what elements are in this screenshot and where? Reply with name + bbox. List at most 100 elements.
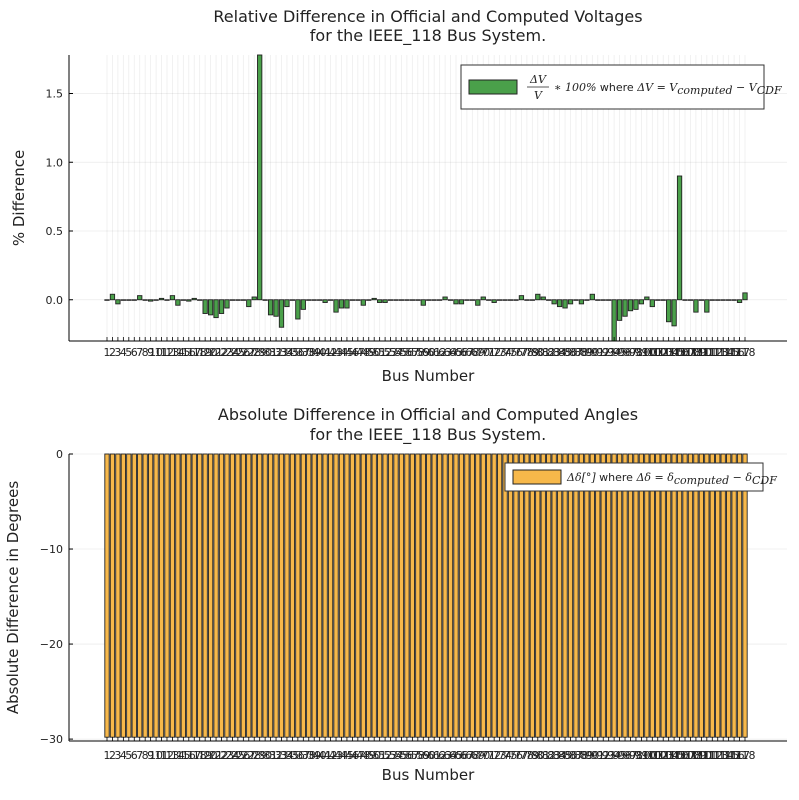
bar [742,292,748,301]
x-tick-label: 46 [345,346,359,359]
bar [240,299,246,301]
x-tick-label: 92 [596,346,610,359]
x-tick-label: 37 [296,346,310,359]
bar [720,453,726,738]
bar [687,299,694,301]
bar [518,453,525,738]
x-tick-label: 47 [351,749,365,762]
bar [600,299,606,301]
bar [317,453,323,738]
x-tick-label: 53 [384,749,398,762]
x-tick-label: 59 [416,346,430,359]
bar [464,453,470,738]
x-tick-label: 45 [340,346,354,359]
legend-sub-cdf: CDF [757,84,782,97]
bar [229,453,236,738]
x-tick-label: 61 [427,749,441,762]
bar [535,453,541,738]
bar [246,453,252,738]
x-tick-label: 16 [182,346,196,359]
legend-sub-computed: computed [674,474,729,487]
x-tick-label: 105 [664,346,685,359]
x-tick-label: 72 [487,749,501,762]
x-tick-label: 82 [542,346,556,359]
bar [480,296,486,301]
bar [398,299,405,301]
x-tick-label: 98 [629,346,643,359]
legend: Δδ[°] where Δδ = δcomputed − δCDF [504,462,777,492]
bar [496,453,503,738]
bar [191,453,197,738]
x-tick-label: 58 [411,749,425,762]
x-tick-label: 73 [493,346,507,359]
x-tick-label: 44 [334,749,348,762]
bar [731,299,737,301]
bar [180,299,186,301]
bar [731,453,737,738]
x-tick-label: 95 [613,749,627,762]
x-tick-label: 46 [345,749,359,762]
bar [377,453,383,738]
x-axis-label: Bus Number [382,367,475,385]
x-tick-label: 74 [498,749,512,762]
x-tick-label: 102 [647,749,668,762]
legend-frac-den: V [534,89,543,102]
x-tick-label: 71 [482,346,496,359]
x-tick-label: 65 [449,346,463,359]
x-tick-label: 108 [680,749,701,762]
x-tick-label: 88 [574,749,588,762]
x-tick-label: 57 [405,346,419,359]
bar [562,453,568,738]
y-tick-label: 1.5 [46,88,64,101]
bar [556,453,563,738]
legend-label: Δδ[°] where Δδ = δcomputed − δCDF [566,471,777,487]
x-tick-label: 31 [264,346,278,359]
x-tick-label: 22 [215,749,229,762]
bar [257,453,263,738]
bar [502,453,508,738]
x-tick-label: 90 [585,346,599,359]
bar [267,453,274,738]
x-tick-label: 28 [247,346,261,359]
bar [142,453,148,738]
bar [175,453,181,738]
bar [431,453,437,738]
chart-title: for the IEEE_118 Bus System. [310,425,546,445]
x-tick-label: 29 [253,749,267,762]
bar [131,299,137,301]
x-tick-label: 56 [400,346,414,359]
x-tick-label: 95 [613,346,627,359]
bar [393,299,399,301]
x-tick-label: 39 [307,749,321,762]
y-tick-label: 1.0 [46,156,64,169]
x-tick-label: 48 [356,346,370,359]
x-tick-label: 23 [220,346,234,359]
x-tick-label: 79 [525,346,539,359]
x-tick-label: 83 [547,346,561,359]
bar [158,297,165,301]
x-tick-label: 6 [131,749,138,762]
bar [535,293,541,301]
bar [126,453,132,738]
x-tick-label: 22 [215,346,229,359]
x-tick-label: 103 [653,346,674,359]
x-tick-label: 48 [356,749,370,762]
x-tick-label: 101 [642,346,663,359]
bar [169,295,176,301]
x-tick-label: 73 [493,749,507,762]
bar [426,453,432,738]
bar [115,453,121,738]
bar [442,296,448,301]
bar [496,299,503,301]
chart-title: Relative Difference in Official and Comp… [213,7,642,26]
bar [578,453,585,738]
x-tick-label: 6 [131,346,138,359]
bar [567,299,574,305]
bar [317,299,323,301]
x-tick-label: 7 [136,749,143,762]
x-tick-label: 56 [400,749,414,762]
x-tick-label: 109 [685,749,706,762]
bar [736,299,743,303]
bar [480,453,486,738]
bar [687,453,694,738]
